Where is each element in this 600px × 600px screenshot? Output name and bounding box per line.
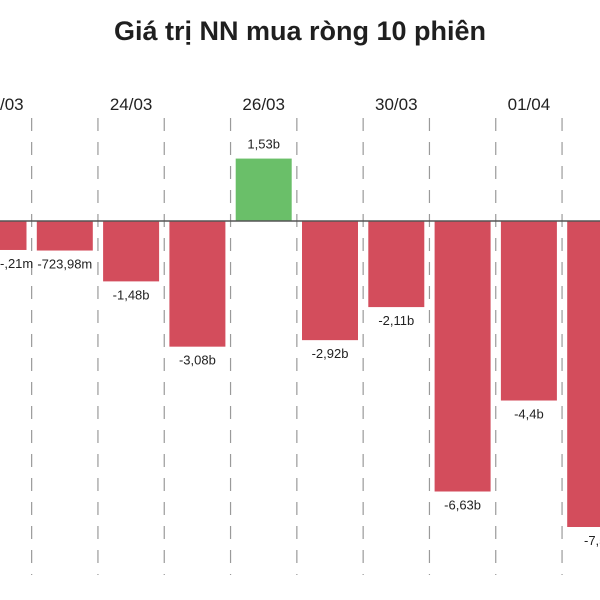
data-label: -7,5 <box>584 533 600 548</box>
bar <box>103 221 160 282</box>
data-label: 1,53b <box>247 137 280 152</box>
chart-title: Giá trị NN mua ròng 10 phiên <box>113 16 487 46</box>
bar <box>36 221 93 251</box>
data-label: -2,92b <box>312 346 349 361</box>
bar <box>169 221 226 347</box>
data-labels: -,21m -723,98m -1,48b -3,08b 1,53b -2,92b -2,1… <box>0 137 600 548</box>
x-tick-label: 24/03 <box>110 95 153 114</box>
gridlines <box>31 118 563 575</box>
bar <box>235 158 292 221</box>
bar <box>434 221 491 492</box>
bar <box>567 221 600 527</box>
data-label: -2,11b <box>378 313 414 328</box>
data-label: -1,48b <box>113 287 150 302</box>
data-label: -3,08b <box>179 353 216 368</box>
bar <box>500 221 557 401</box>
x-tick-label: /03 <box>0 95 24 114</box>
data-label: -723,98m <box>37 257 92 272</box>
bar <box>368 221 425 308</box>
data-label: -6,63b <box>444 498 481 513</box>
x-tick-label: 26/03 <box>242 95 285 114</box>
x-tick-label: 30/03 <box>375 95 418 114</box>
bar <box>0 221 27 250</box>
x-tick-label: 01/04 <box>508 95 551 114</box>
bars <box>0 158 600 527</box>
bar <box>302 221 358 341</box>
x-tick-labels: /03 24/03 26/03 30/03 01/04 <box>0 95 550 114</box>
data-label: -,21m <box>0 256 33 271</box>
data-label: -4,4b <box>514 407 544 422</box>
